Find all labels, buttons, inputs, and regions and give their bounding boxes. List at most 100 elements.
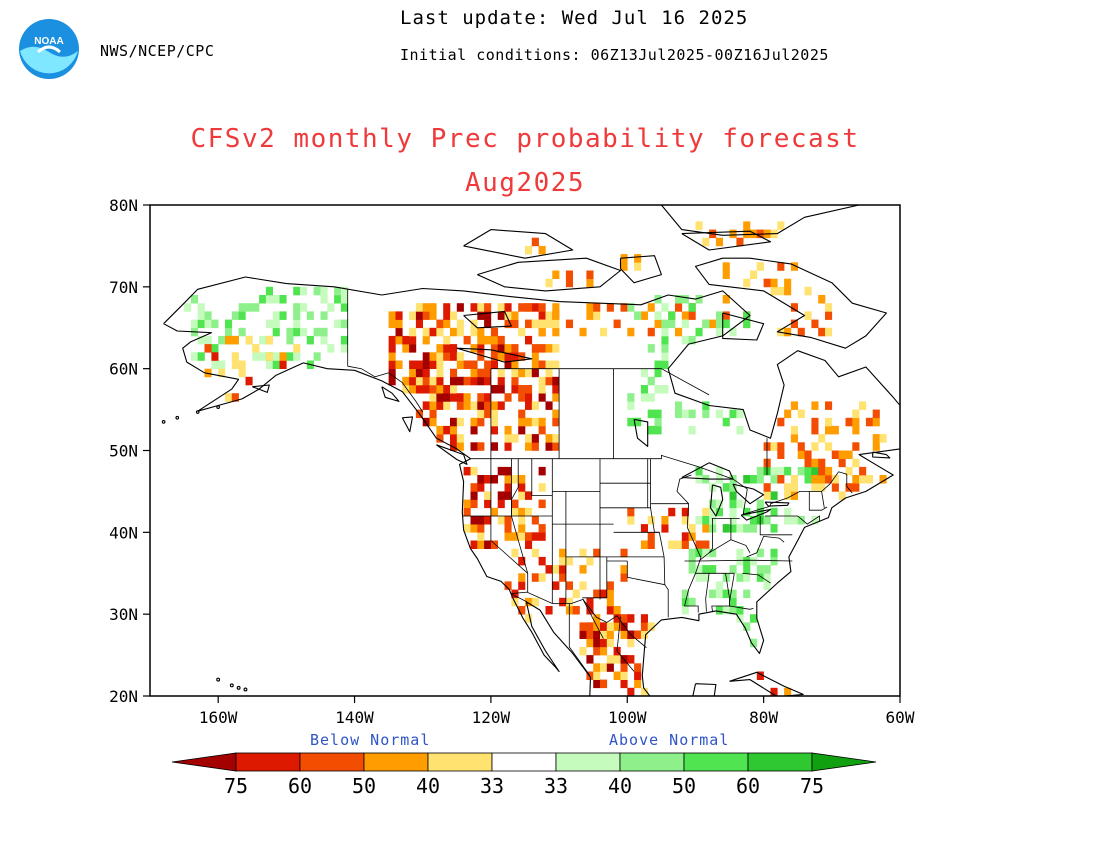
probability-cell bbox=[852, 483, 860, 492]
probability-cell bbox=[743, 573, 751, 582]
probability-cell bbox=[702, 401, 710, 410]
probability-cell bbox=[470, 360, 478, 369]
probability-cell bbox=[265, 286, 273, 296]
probability-cell bbox=[511, 319, 519, 329]
probability-cell bbox=[429, 409, 437, 419]
probability-cell bbox=[688, 335, 696, 345]
probability-cell bbox=[797, 442, 805, 451]
border-line bbox=[490, 516, 528, 574]
probability-cell bbox=[456, 417, 464, 427]
probability-cell bbox=[647, 622, 655, 631]
probability-cell bbox=[211, 319, 219, 329]
probability-cell bbox=[790, 425, 798, 435]
island-coastline bbox=[694, 257, 887, 349]
probability-cell bbox=[811, 319, 819, 329]
probability-cell bbox=[579, 327, 587, 337]
probability-cell bbox=[497, 311, 505, 320]
probability-cell bbox=[756, 475, 764, 484]
probability-cell bbox=[429, 417, 437, 427]
probability-cell bbox=[497, 385, 505, 394]
island-coastline bbox=[660, 205, 861, 236]
probability-cell bbox=[729, 589, 737, 599]
probability-cell bbox=[388, 360, 396, 369]
probability-cell bbox=[429, 303, 437, 312]
probability-cell bbox=[627, 417, 635, 427]
probability-cell bbox=[825, 327, 833, 337]
probability-cell bbox=[231, 335, 239, 345]
probability-cell bbox=[620, 565, 628, 574]
probability-cell bbox=[497, 335, 505, 345]
hawaii-island bbox=[216, 677, 221, 682]
probability-cell bbox=[790, 303, 798, 312]
probability-cell bbox=[825, 303, 833, 312]
probability-cell bbox=[456, 434, 464, 443]
probability-cell bbox=[688, 425, 696, 435]
probability-cell bbox=[606, 581, 614, 590]
probability-cell bbox=[640, 622, 648, 631]
probability-cell bbox=[395, 319, 403, 329]
probability-cell bbox=[865, 475, 873, 484]
probability-cell bbox=[470, 303, 478, 312]
probability-cell bbox=[572, 606, 580, 615]
lat-tick-label: 20N bbox=[109, 687, 138, 706]
probability-cell bbox=[497, 344, 505, 353]
probability-cell bbox=[497, 466, 505, 476]
probability-cell bbox=[450, 425, 458, 435]
probability-cell bbox=[184, 303, 192, 312]
probability-cell bbox=[504, 581, 512, 590]
latitude-labels: 80N 70N 60N 50N 40N 30N 20N bbox=[109, 196, 138, 706]
probability-cell bbox=[770, 507, 778, 517]
probability-cell bbox=[497, 516, 505, 525]
probability-cell bbox=[313, 286, 321, 296]
probability-cell bbox=[763, 483, 771, 492]
probability-cell bbox=[729, 491, 737, 500]
probability-cell bbox=[600, 663, 608, 672]
probability-cell bbox=[613, 622, 621, 631]
probability-cell bbox=[620, 671, 628, 680]
probability-cell bbox=[545, 606, 553, 615]
probability-cell bbox=[661, 344, 669, 353]
lon-tick-label: 140W bbox=[335, 708, 374, 727]
probability-cell bbox=[450, 344, 458, 353]
probability-cell bbox=[511, 475, 519, 484]
probability-cell bbox=[409, 344, 417, 353]
probability-cell bbox=[204, 311, 212, 320]
probability-cell bbox=[497, 401, 505, 410]
probability-cell bbox=[429, 385, 437, 394]
probability-cell bbox=[756, 499, 764, 509]
aleutian-island bbox=[216, 405, 221, 409]
probability-cell bbox=[463, 507, 471, 517]
probability-cell bbox=[811, 417, 819, 427]
probability-cell bbox=[640, 385, 648, 394]
probability-cell bbox=[586, 278, 594, 288]
border-line bbox=[676, 474, 702, 613]
probability-cell bbox=[702, 507, 710, 517]
probability-cell bbox=[784, 278, 792, 288]
probability-cell bbox=[722, 606, 730, 615]
probability-cell bbox=[681, 589, 689, 599]
probability-cell bbox=[715, 327, 723, 337]
probability-cell bbox=[777, 286, 785, 296]
probability-cell bbox=[729, 516, 737, 525]
border-line bbox=[510, 593, 528, 603]
probability-cell bbox=[859, 466, 867, 476]
probability-cell bbox=[443, 319, 451, 329]
probability-cell bbox=[456, 376, 464, 386]
probability-cell bbox=[804, 450, 812, 459]
probability-cell bbox=[422, 368, 430, 378]
legend-swatch bbox=[555, 752, 621, 772]
probability-cell bbox=[525, 393, 533, 402]
probability-cell bbox=[552, 360, 560, 369]
probability-cell bbox=[715, 589, 723, 599]
probability-cell bbox=[443, 303, 451, 312]
probability-cell bbox=[770, 286, 778, 296]
probability-cell bbox=[518, 573, 526, 582]
probability-cell bbox=[552, 442, 560, 451]
probability-cell bbox=[627, 655, 635, 664]
probability-cell bbox=[259, 335, 267, 345]
legend-tick-label: 33 bbox=[544, 774, 568, 798]
probability-cell bbox=[831, 450, 839, 459]
probability-cell bbox=[538, 385, 546, 394]
probability-cell bbox=[784, 409, 792, 419]
probability-cell bbox=[190, 352, 198, 361]
